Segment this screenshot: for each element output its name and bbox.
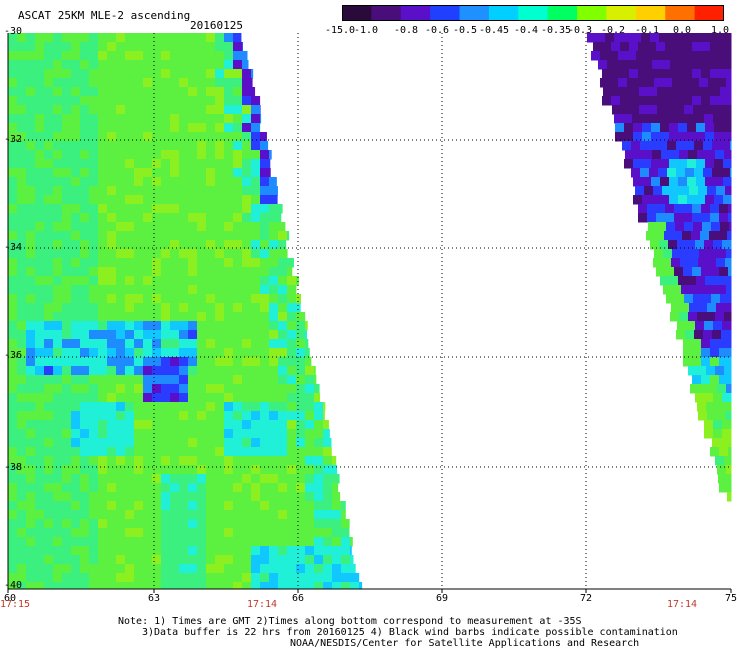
lon-label-63: 63 (147, 593, 161, 604)
lat-label-40: -40 (4, 580, 23, 591)
colorbar-swatch (635, 5, 666, 21)
colorbar-swatch (518, 5, 549, 21)
colorbar-tick-label: -15.0 (324, 25, 356, 36)
colorbar-swatch (694, 5, 724, 21)
lat-label-30: -30 (4, 26, 23, 37)
colorbar-swatch (400, 5, 431, 21)
lon-label-66: 66 (291, 593, 305, 604)
lat-label-34: -34 (4, 242, 23, 253)
chart-title: ASCAT 25KM MLE-2 ascending (18, 9, 191, 22)
colorbar-swatch (488, 5, 519, 21)
colorbar-swatch (606, 5, 637, 21)
colorbar-tick-label: -0.1 (634, 25, 660, 36)
time-label-end: 17:14 (666, 599, 698, 610)
note-line-2: 3)Data buffer is 22 hrs from 20160125 4)… (142, 627, 678, 638)
lon-label-72: 72 (579, 593, 593, 604)
colorbar-tick-label: -0.6 (424, 25, 450, 36)
lat-label-36: -36 (4, 350, 23, 361)
colorbar (342, 5, 724, 21)
colorbar-tick-label: -0.4 (513, 25, 539, 36)
colorbar-swatch (430, 5, 461, 21)
time-label-mid: 17:14 (246, 599, 278, 610)
lat-lon-grid (8, 33, 731, 589)
colorbar-tick-label: -1.0 (353, 25, 379, 36)
colorbar-tick-label: 0.0 (672, 25, 692, 36)
lon-label-60: 60 (3, 593, 17, 604)
colorbar-tick-label: 1.0 (710, 25, 730, 36)
colorbar-swatch (547, 5, 578, 21)
lat-label-32: -32 (4, 134, 23, 145)
colorbar-tick-label: -0.2 (600, 25, 626, 36)
note-line-1: Note: 1) Times are GMT 2)Times along bot… (118, 616, 582, 627)
lon-label-69: 69 (435, 593, 449, 604)
colorbar-swatch (371, 5, 402, 21)
colorbar-tick-label: -0.35 (540, 25, 572, 36)
left-swath (8, 33, 363, 590)
colorbar-tick-label: -0.3 (567, 25, 593, 36)
colorbar-labels: -15.0 -1.0 -0.8 -0.6 -0.5 -0.45 -0.4 -0.35 -0.3-… (300, 25, 740, 39)
colorbar-swatch (577, 5, 608, 21)
colorbar-swatch (459, 5, 490, 21)
lat-label-38: -38 (4, 462, 23, 473)
map-frame (7, 33, 732, 593)
time-label-start: 17:15 (0, 599, 31, 610)
lon-label-75: 75 (724, 593, 738, 604)
colorbar-swatch (342, 5, 372, 21)
chart-date: 20160125 (190, 19, 243, 32)
colorbar-swatch (665, 5, 696, 21)
colorbar-tick-label: -0.5 (452, 25, 478, 36)
right-swath (587, 33, 732, 502)
colorbar-tick-label: -0.45 (478, 25, 510, 36)
colorbar-tick-label: -0.8 (393, 25, 419, 36)
note-line-3: NOAA/NESDIS/Center for Satellite Applica… (290, 638, 640, 649)
